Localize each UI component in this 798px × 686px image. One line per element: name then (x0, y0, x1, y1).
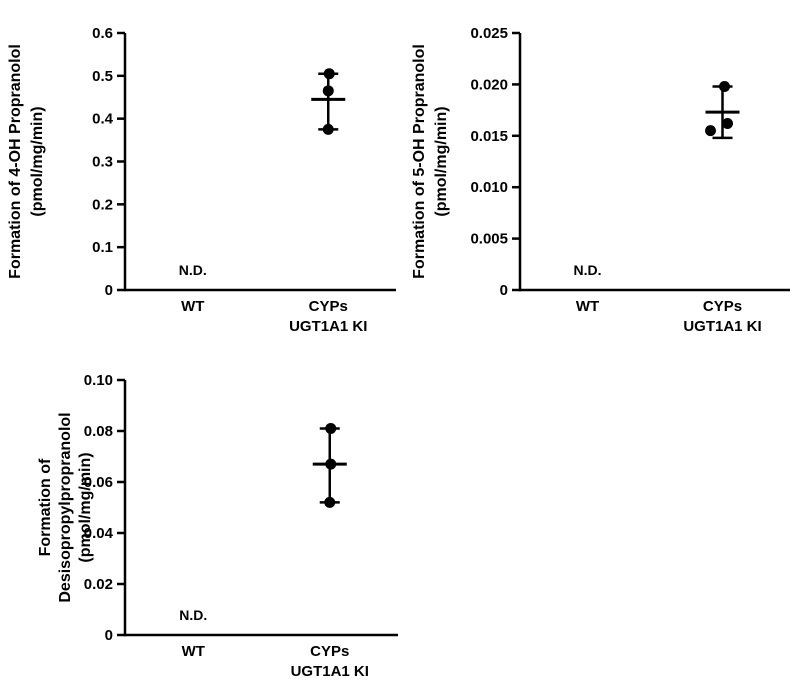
y-axis-label: Desisopropylpropranolol (57, 412, 74, 602)
y-tick-label: 0.015 (470, 128, 508, 145)
y-axis-label: Formation of (37, 458, 54, 556)
y-tick-label: 0.5 (92, 68, 113, 85)
data-point (325, 422, 337, 434)
y-tick-label: 0.4 (92, 111, 114, 128)
x-category-label: UGT1A1 KI (289, 318, 367, 335)
y-tick-label: 0.1 (92, 239, 113, 256)
chart-5oh-propranolol: 0 0.005 0.010 0.015 0.020 0.025 Formation of 5… (411, 25, 790, 335)
x-category-label: WT (181, 298, 204, 315)
x-category-label: WT (182, 643, 205, 660)
x-category-label: UGT1A1 KI (291, 663, 369, 680)
y-axis-label: Formation of 5-OH Propranolol (411, 44, 428, 279)
y-tick-label: 0.08 (84, 423, 113, 440)
y-tick-label: 0.005 (470, 231, 508, 248)
y-tick-label: 0 (500, 282, 508, 299)
y-tick-label: 0 (105, 627, 113, 644)
data-point (324, 496, 336, 508)
data-point (323, 68, 335, 80)
data-point (325, 458, 337, 470)
y-tick-label: 0.06 (84, 474, 113, 491)
y-tick-label: 0.020 (470, 76, 508, 93)
y-tick-label: 0 (105, 282, 113, 299)
data-point (322, 85, 334, 97)
y-axis-label: (pmol/mg/min) (77, 452, 94, 562)
y-tick-label: 0.10 (84, 372, 113, 389)
y-tick-label: 0.04 (84, 525, 114, 542)
y-tick-label: 0.025 (470, 25, 508, 42)
y-tick-label: 0.3 (92, 154, 113, 171)
data-point (322, 123, 334, 135)
y-tick-label: 0.6 (92, 25, 113, 42)
nd-label: N.D. (179, 607, 207, 623)
data-point (705, 125, 716, 137)
y-axis-label: (pmol/mg/min) (433, 106, 450, 216)
nd-label: N.D. (179, 262, 207, 278)
y-axis-label: Formation of 4-OH Propranolol (7, 44, 24, 279)
y-tick-label: 0.010 (470, 179, 508, 196)
y-axis-label: (pmol/mg/min) (29, 106, 46, 216)
x-category-label: CYPs (703, 298, 742, 315)
y-tick-label: 0.2 (92, 196, 113, 213)
data-point (722, 117, 733, 129)
chart-desisopropylpropranolol: 0 0.02 0.04 0.06 0.08 0.10 Formation of Desisop… (37, 372, 398, 680)
nd-label: N.D. (574, 262, 602, 278)
x-category-label: CYPs (309, 298, 348, 315)
x-category-label: UGT1A1 KI (683, 318, 761, 335)
data-point (719, 80, 730, 92)
y-tick-label: 0.02 (84, 576, 113, 593)
x-category-label: WT (576, 298, 599, 315)
x-category-label: CYPs (310, 643, 349, 660)
chart-4oh-propranolol: 0 0.1 0.2 0.3 0.4 0.5 0.6 Formation of 4-OH Pro… (7, 25, 396, 335)
